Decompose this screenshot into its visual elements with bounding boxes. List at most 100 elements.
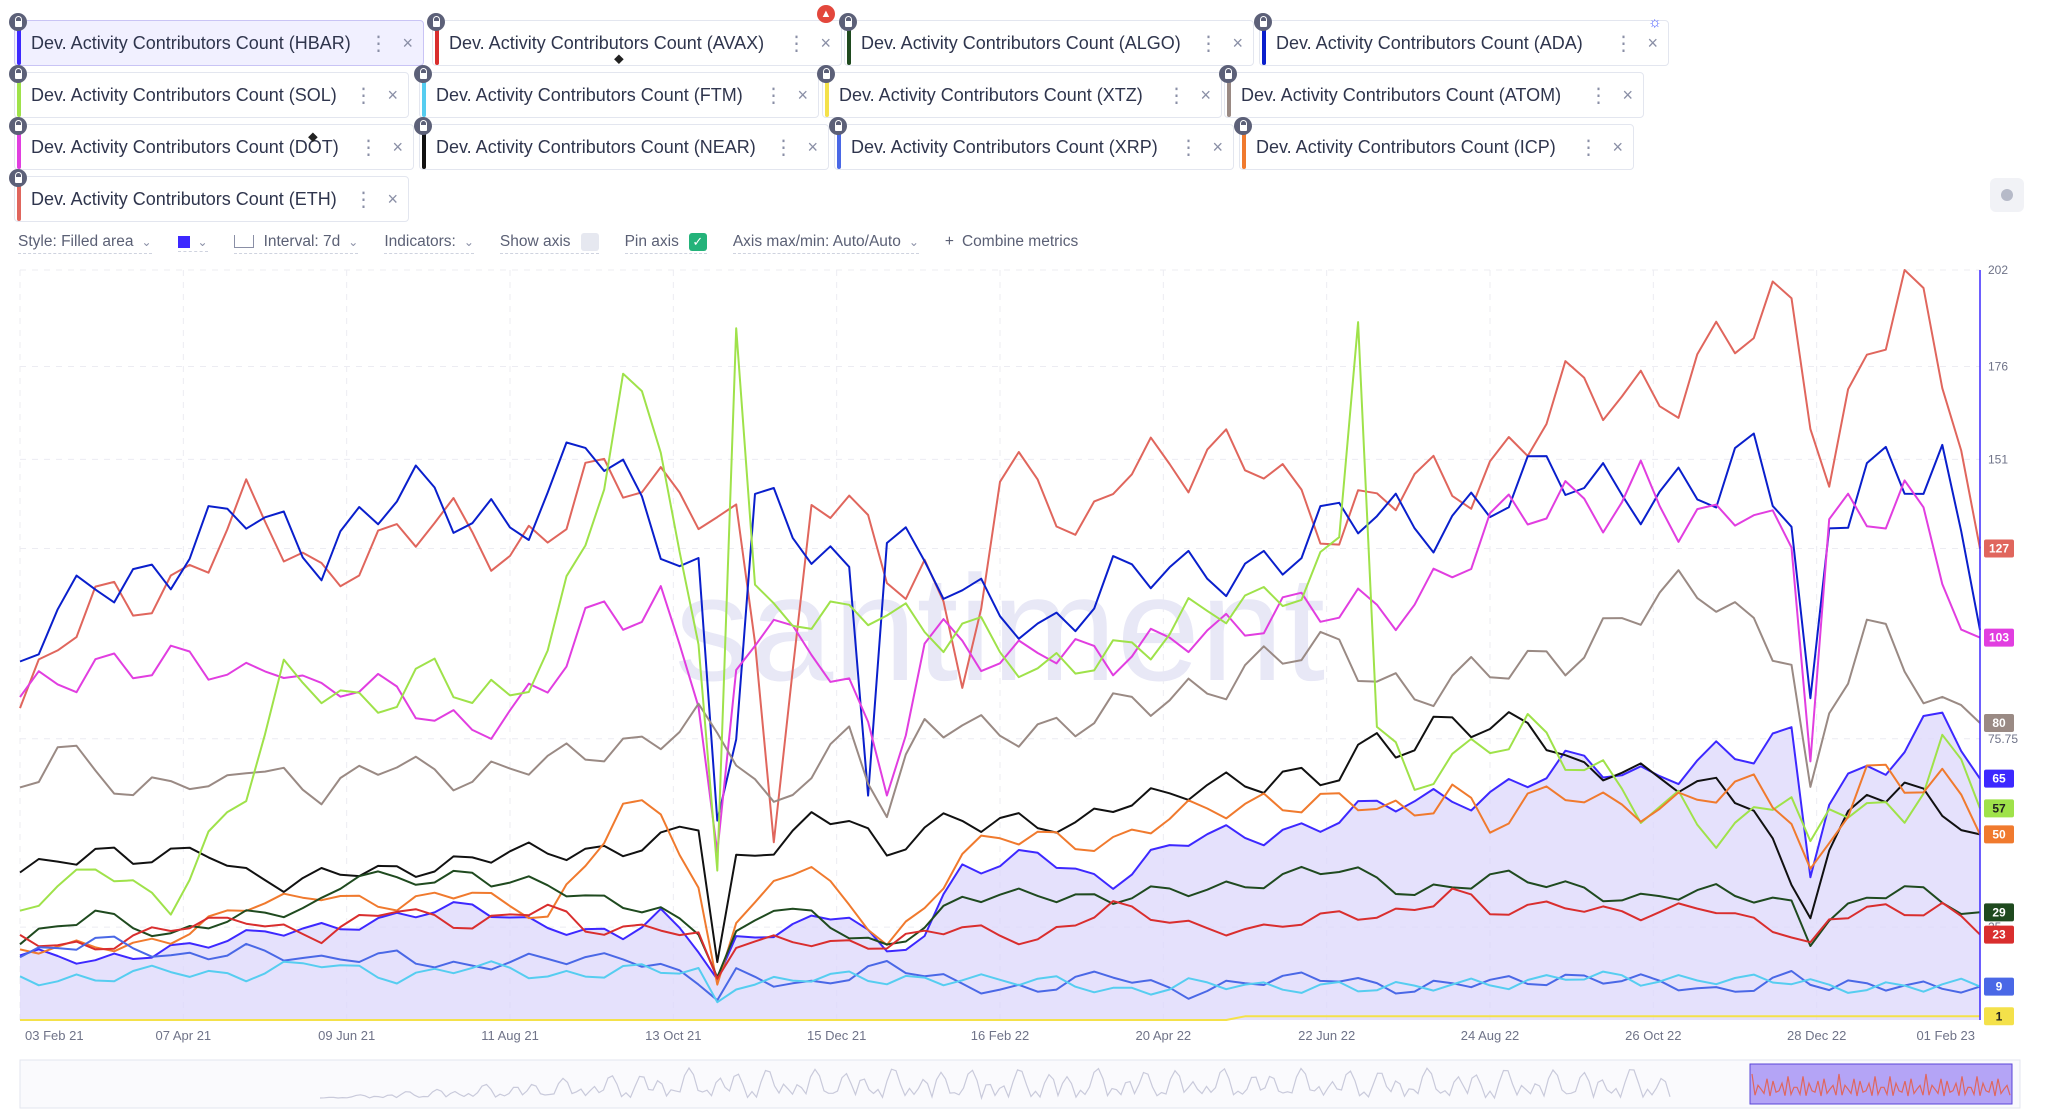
last-value-label: 50 — [1984, 825, 2014, 844]
last-value-text: 57 — [1992, 801, 2006, 815]
more-options-icon[interactable]: ⋮ — [773, 136, 794, 159]
more-options-icon[interactable]: ⋮ — [1166, 84, 1187, 107]
close-icon[interactable]: × — [1232, 32, 1243, 53]
more-options-icon[interactable]: ⋮ — [353, 84, 374, 107]
last-value-badge — [1984, 825, 2014, 844]
chart-settings-button[interactable] — [1990, 178, 2024, 212]
metric-color-bar — [17, 177, 21, 221]
eth-diamond-icon: ⬥ — [614, 50, 624, 66]
close-icon[interactable]: × — [797, 84, 808, 105]
last-value-text: 23 — [1992, 928, 2006, 942]
more-options-icon[interactable]: ⋮ — [368, 32, 389, 55]
close-icon[interactable]: × — [807, 136, 818, 157]
metric-chip[interactable]: Dev. Activity Contributors Count (XTZ) ⋮ × — [817, 65, 1222, 118]
chart-toolbar: Style: Filled area ⌄ ⌄ Interval: 7d ⌄ In… — [18, 230, 1104, 256]
series-line-dot[interactable] — [19, 459, 1981, 854]
x-axis-tick-label: 07 Apr 21 — [156, 1028, 212, 1043]
metric-chip[interactable]: Dev. Activity Contributors Count (ETH) ⋮ × — [9, 169, 409, 222]
pin-axis-checkbox[interactable]: ✓ — [688, 232, 707, 251]
y-axis-tick-label: 176 — [1988, 360, 2008, 374]
last-value-badge — [1984, 628, 2014, 647]
metric-chip[interactable]: Dev. Activity Contributors Count (ADA) ⋮ × — [1254, 13, 1669, 66]
metric-color-bar — [422, 125, 426, 169]
series-line-eth[interactable] — [19, 269, 1981, 844]
indicators-select[interactable]: Indicators: ⌄ — [384, 233, 474, 254]
more-options-icon[interactable]: ⋮ — [1613, 32, 1634, 55]
show-axis-checkbox[interactable] — [580, 232, 599, 251]
series-line-avax[interactable] — [19, 887, 1981, 980]
series-line-near[interactable] — [19, 711, 1981, 964]
close-icon[interactable]: × — [820, 32, 831, 53]
metric-chip[interactable]: Dev. Activity Contributors Count (SOL) ⋮ × — [9, 65, 409, 118]
last-value-badge — [1984, 977, 2014, 996]
close-icon[interactable]: × — [1200, 84, 1211, 105]
pin-axis-toggle[interactable]: Pin axis ✓ — [624, 232, 707, 254]
last-value-badge — [1984, 539, 2014, 558]
metric-chip[interactable]: Dev. Activity Contributors Count (HBAR) ⋮… — [9, 13, 424, 66]
axis-range-label: Axis max/min: Auto/Auto — [732, 232, 901, 250]
metric-label: Dev. Activity Contributors Count (FTM) — [436, 84, 743, 105]
metric-chip[interactable]: Dev. Activity Contributors Count (ATOM) ⋮… — [1219, 65, 1644, 118]
last-value-badge — [1984, 1007, 2014, 1026]
chart-canvas[interactable]: santiment20217615112775.752503 Feb 2107 … — [0, 260, 2048, 1117]
series-line-atom[interactable] — [19, 569, 1981, 819]
metric-chip[interactable]: Dev. Activity Contributors Count (ICP) ⋮ × — [1234, 117, 1634, 170]
more-options-icon[interactable]: ⋮ — [1198, 32, 1219, 55]
series-line-algo[interactable] — [19, 865, 1981, 979]
metric-color-bar — [435, 21, 439, 65]
metric-chip[interactable]: Dev. Activity Contributors Count (XRP) ⋮ × — [829, 117, 1234, 170]
last-value-label: 9 — [1984, 977, 2014, 996]
combine-metrics-button[interactable]: + Combine metrics — [945, 233, 1078, 253]
close-icon[interactable]: × — [1212, 136, 1223, 157]
x-axis-tick-label: 03 Feb 21 — [25, 1028, 84, 1043]
style-label: Style: Filled area — [18, 232, 134, 250]
metric-chip[interactable]: Dev. Activity Contributors Count (NEAR) ⋮… — [414, 117, 829, 170]
metric-chip[interactable]: Dev. Activity Contributors Count (AVAX) ⋮… — [427, 13, 842, 66]
color-select[interactable]: ⌄ — [177, 235, 208, 252]
close-icon[interactable]: × — [1612, 136, 1623, 157]
eth-diamond-icon: ⬥ — [308, 128, 318, 144]
settings-sun-icon[interactable]: ☼ — [1648, 14, 1662, 31]
close-icon[interactable]: × — [387, 84, 398, 105]
last-value-label: 23 — [1984, 925, 2014, 944]
more-options-icon[interactable]: ⋮ — [1588, 84, 1609, 107]
close-icon[interactable]: × — [387, 188, 398, 209]
more-options-icon[interactable]: ⋮ — [358, 136, 379, 159]
axis-range-select[interactable]: Axis max/min: Auto/Auto ⌄ — [732, 232, 919, 254]
series-line-xtz[interactable] — [20, 1015, 1980, 1021]
color-swatch — [177, 235, 190, 248]
series-line-icp[interactable] — [19, 763, 1981, 986]
metric-color-bar — [422, 73, 426, 117]
navigator-track[interactable] — [19, 1059, 2021, 1109]
metric-color-bar — [837, 125, 841, 169]
series-line-ftm[interactable] — [19, 960, 1981, 1004]
chevron-down-icon: ⌄ — [463, 234, 474, 249]
metric-chip[interactable]: ▲ Dev. Activity Contributors Count (ALGO)… — [817, 5, 1254, 66]
lock-icon — [9, 13, 27, 31]
x-axis-tick-label: 28 Dec 22 — [1787, 1028, 1846, 1043]
last-value-badge — [1984, 713, 2014, 732]
lock-icon — [9, 65, 27, 83]
more-options-icon[interactable]: ⋮ — [1578, 136, 1599, 159]
style-select[interactable]: Style: Filled area ⌄ — [18, 233, 152, 254]
close-icon[interactable]: × — [1622, 84, 1633, 105]
close-icon[interactable]: × — [1647, 32, 1658, 53]
metric-label: Dev. Activity Contributors Count (AVAX) — [449, 32, 765, 53]
x-axis-tick-label: 22 Jun 22 — [1298, 1028, 1355, 1043]
show-axis-toggle[interactable]: Show axis — [499, 232, 599, 254]
navigator-selection[interactable] — [1749, 1063, 2013, 1105]
more-options-icon[interactable]: ⋮ — [1178, 136, 1199, 159]
close-icon[interactable]: × — [392, 136, 403, 157]
metric-chip[interactable]: Dev. Activity Contributors Count (DOT) ⋮ × — [9, 117, 414, 170]
series-line-xrp[interactable] — [19, 935, 1981, 1002]
more-options-icon[interactable]: ⋮ — [763, 84, 784, 107]
last-value-text: 1 — [1996, 1009, 2003, 1023]
more-options-icon[interactable]: ⋮ — [353, 188, 374, 211]
close-icon[interactable]: × — [402, 32, 413, 53]
lock-icon — [9, 117, 27, 135]
series-line-ada[interactable] — [19, 432, 1981, 822]
interval-select[interactable]: Interval: 7d ⌄ — [233, 233, 359, 254]
metric-chip[interactable]: Dev. Activity Contributors Count (FTM) ⋮ × — [414, 65, 819, 118]
metric-label: Dev. Activity Contributors Count (ICP) — [1256, 136, 1556, 157]
more-options-icon[interactable]: ⋮ — [786, 32, 807, 55]
